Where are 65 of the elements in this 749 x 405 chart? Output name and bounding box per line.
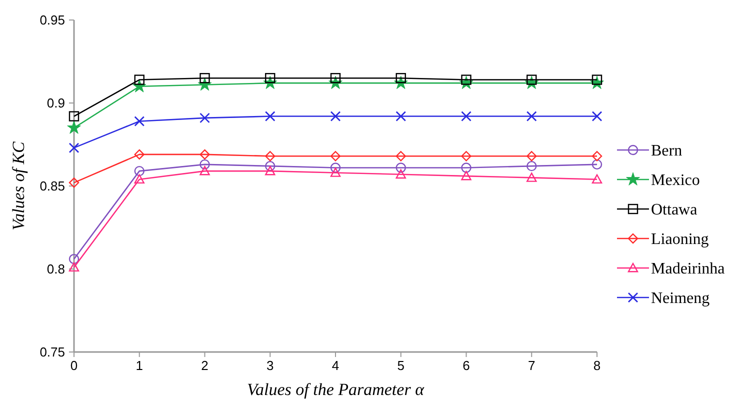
point <box>592 174 602 184</box>
point <box>330 111 341 122</box>
point <box>134 149 144 160</box>
point <box>396 111 406 122</box>
y-tick-label: 0.85 <box>40 178 65 194</box>
point <box>200 73 210 84</box>
point <box>526 111 537 122</box>
point <box>592 74 602 85</box>
x-tick-label: 1 <box>136 358 143 373</box>
point <box>265 160 276 172</box>
legend-label: Ottawa <box>651 202 698 219</box>
point <box>592 151 602 162</box>
x-tick-label: 4 <box>332 358 340 373</box>
point <box>526 160 537 172</box>
point <box>68 111 80 122</box>
point <box>200 159 210 170</box>
point <box>265 166 276 176</box>
point <box>67 120 81 134</box>
point <box>134 116 145 126</box>
point <box>461 162 472 173</box>
point <box>200 149 210 160</box>
x-tick-label: 3 <box>266 358 274 373</box>
point <box>461 151 472 162</box>
point <box>592 159 602 170</box>
point <box>330 162 341 173</box>
point <box>592 111 602 122</box>
x-tick-label: 2 <box>201 358 208 373</box>
point <box>461 74 472 85</box>
point <box>526 172 537 182</box>
y-axis-title: Values of KC <box>9 140 28 230</box>
y-tick-label: 0.9 <box>46 96 65 111</box>
point <box>200 166 210 176</box>
y-tick-label: 0.75 <box>40 344 65 360</box>
point <box>396 169 406 179</box>
point <box>526 151 537 162</box>
x-tick-label: 8 <box>593 358 601 373</box>
legend-label: Madeirinha <box>651 260 725 278</box>
point <box>330 168 341 177</box>
x-axis-title: Values of the Parameter α <box>246 380 426 399</box>
point <box>264 111 276 122</box>
y-tick-label: 0.95 <box>40 12 65 28</box>
legend-label: Liaoning <box>651 231 709 248</box>
x-tick-label: 6 <box>462 358 470 373</box>
x-tick-label: 5 <box>397 358 404 373</box>
point <box>265 151 276 162</box>
point <box>68 178 80 188</box>
point <box>134 166 144 176</box>
point <box>68 262 80 272</box>
point <box>396 162 406 173</box>
x-tick-label: 0 <box>70 358 78 373</box>
point <box>330 151 341 162</box>
point <box>330 73 341 84</box>
legend-label: Bern <box>651 142 682 160</box>
point <box>461 111 472 122</box>
x-tick-label: 7 <box>528 358 536 373</box>
legend-label: Neimeng <box>651 290 710 308</box>
point <box>68 254 80 264</box>
point <box>200 112 210 124</box>
point <box>396 151 406 162</box>
y-tick-label: 0.8 <box>46 262 65 277</box>
legend-label: Mexico <box>651 172 700 190</box>
point <box>461 170 472 180</box>
point <box>134 174 144 184</box>
point <box>68 142 80 154</box>
point <box>134 74 144 85</box>
